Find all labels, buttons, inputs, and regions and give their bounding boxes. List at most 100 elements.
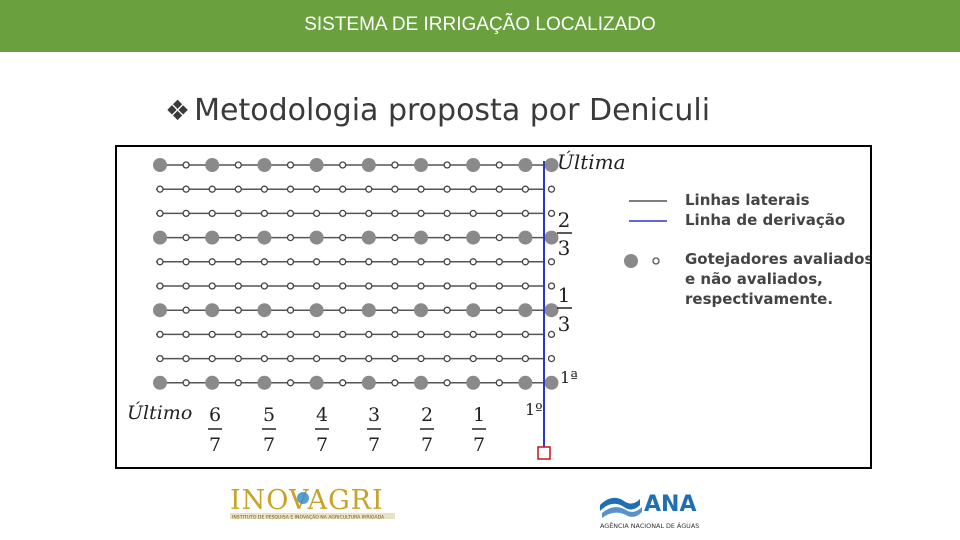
emitter: [547, 258, 556, 266]
emitter: [417, 185, 425, 193]
emitter: [443, 330, 451, 339]
header-title: SISTEMA DE IRRIGAÇÃO LOCALIZADO: [304, 14, 656, 35]
emitter: [495, 354, 503, 363]
emitter: [339, 379, 347, 387]
emitter: [182, 161, 190, 169]
ana-tagline: AGÊNCIA NACIONAL DE ÁGUAS: [600, 521, 699, 530]
emitter: [339, 185, 347, 193]
emitter: [365, 185, 373, 193]
row-fraction-num: 1: [558, 283, 571, 307]
emitter: [521, 209, 530, 218]
ana-logo-svg: ANA AGÊNCIA NACIONAL DE ÁGUAS: [600, 492, 699, 530]
emitter: [547, 330, 556, 339]
column-fraction-den: 7: [263, 434, 275, 456]
emitter: [182, 258, 190, 266]
column-fraction-num: 1: [473, 404, 485, 426]
ana-logo: ANA AGÊNCIA NACIONAL DE ÁGUAS: [598, 485, 728, 531]
evaluated-emitter: [205, 375, 220, 390]
emitter: [547, 354, 556, 363]
emitter: [391, 185, 399, 193]
legend-non-evaluated-emitter: [652, 257, 660, 265]
emitter: [391, 258, 399, 266]
emitter: [234, 306, 242, 314]
emitter: [260, 258, 269, 266]
evaluated-emitter: [309, 375, 324, 390]
emitter: [312, 282, 321, 290]
evaluated-emitter: [414, 303, 428, 318]
diamond-bullet-icon: ❖: [165, 94, 191, 127]
emitter: [443, 379, 451, 387]
evaluated-emitter: [518, 158, 533, 172]
emitter: [365, 330, 373, 339]
column-fraction-den: 7: [473, 434, 485, 456]
inovagri-logo-svg: INOVAGRI INSTITUTO DE PESQUISA E INOVAÇÃ…: [230, 485, 395, 521]
emitter: [443, 354, 451, 363]
slide-title-text: Metodologia proposta por Deniculi: [194, 93, 711, 128]
emitter: [365, 282, 373, 290]
evaluated-emitter: [361, 230, 376, 245]
column-fraction-den: 7: [368, 434, 380, 456]
column-fraction-num: 5: [263, 404, 275, 426]
emitter: [208, 330, 216, 339]
evaluated-emitter: [544, 375, 559, 390]
label-first-row: 1ª: [560, 368, 578, 387]
emitter: [260, 354, 269, 363]
evaluated-emitter: [205, 158, 220, 172]
emitter: [156, 330, 164, 339]
column-fraction-den: 7: [421, 434, 433, 456]
evaluated-emitter: [153, 303, 167, 318]
emitter: [339, 282, 347, 290]
emitter: [521, 354, 530, 363]
emitter: [286, 161, 295, 169]
evaluated-emitter: [466, 230, 481, 245]
evaluated-emitter: [466, 158, 481, 172]
emitter: [443, 209, 451, 218]
emitter: [182, 354, 190, 363]
emitter: [286, 185, 295, 193]
emitter: [182, 330, 190, 339]
emitter: [156, 185, 164, 193]
emitter: [182, 282, 190, 290]
wave-icon: [602, 507, 642, 518]
inovagri-logo: INOVAGRI INSTITUTO DE PESQUISA E INOVAÇÃ…: [230, 485, 398, 521]
evaluated-emitter: [309, 230, 324, 245]
emitter: [286, 282, 295, 290]
emitter: [156, 209, 164, 218]
emitter: [417, 258, 425, 266]
emitter: [443, 306, 451, 314]
emitter: [339, 233, 347, 242]
emitter: [260, 185, 269, 193]
emitter: [391, 379, 399, 387]
emitter: [443, 161, 451, 169]
evaluated-emitter: [153, 375, 167, 390]
slide-title: ❖ Metodologia proposta por Deniculi: [165, 93, 710, 128]
column-fraction-num: 2: [421, 404, 433, 426]
emitter: [339, 161, 347, 169]
emitter: [234, 354, 242, 363]
evaluated-emitter: [257, 375, 272, 390]
emitter: [286, 258, 295, 266]
evaluated-emitter: [414, 230, 428, 245]
emitter: [234, 282, 242, 290]
emitter: [495, 185, 503, 193]
evaluated-emitter: [257, 158, 272, 172]
emitters: [153, 158, 559, 390]
label-ultimo: Último: [127, 401, 192, 424]
evaluated-emitter: [544, 303, 559, 318]
row-fraction-num: 2: [558, 208, 571, 232]
evaluated-emitter: [361, 303, 376, 318]
emitter: [391, 233, 399, 242]
emitter: [182, 379, 190, 387]
emitter: [417, 354, 425, 363]
emitter: [339, 258, 347, 266]
emitter: [495, 161, 503, 169]
emitter: [234, 233, 242, 242]
evaluated-emitter: [518, 303, 533, 318]
emitter: [286, 209, 295, 218]
emitter: [365, 258, 373, 266]
emitter: [234, 161, 242, 169]
emitter: [495, 379, 503, 387]
emitter: [182, 306, 190, 314]
evaluated-emitter: [257, 303, 272, 318]
emitter: [182, 185, 190, 193]
